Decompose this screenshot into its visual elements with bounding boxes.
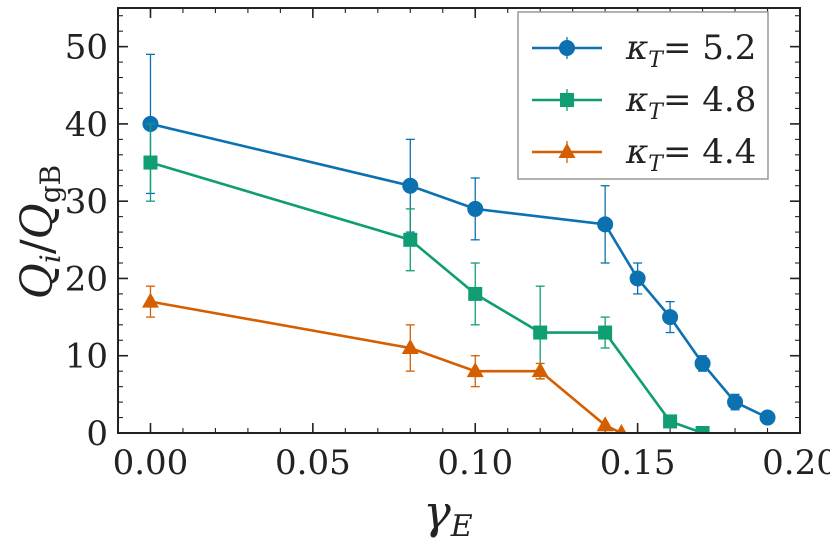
x-tick-label: 0.15	[600, 443, 676, 483]
legend-subscript: T	[648, 100, 665, 125]
y-tick-label: 0	[86, 414, 108, 454]
data-point	[629, 270, 646, 287]
legend-label: κT= 4.8	[625, 80, 756, 125]
data-point	[141, 292, 159, 308]
x-axis-title: γE	[423, 485, 473, 540]
data-point	[695, 426, 710, 433]
data-point	[403, 232, 418, 247]
data-point	[531, 362, 549, 378]
data-point	[402, 177, 419, 194]
y-tick-label: 30	[65, 182, 108, 222]
legend: κT= 5.2κT= 4.8κT= 4.4	[517, 11, 769, 180]
data-point	[598, 325, 613, 340]
legend-label: κT= 5.2	[625, 28, 756, 73]
plot-frame	[117, 7, 801, 434]
data-point	[596, 416, 614, 432]
data-point	[694, 355, 711, 372]
legend-entry: κT= 5.2	[532, 28, 756, 73]
y-axis-numerator: Q	[12, 263, 63, 299]
y-tick-label: 10	[65, 337, 108, 377]
legend-value: = 4.8	[663, 80, 756, 120]
legend-kappa: κ	[625, 80, 648, 120]
legend-marker	[560, 93, 574, 107]
legend-kappa: κ	[625, 28, 648, 68]
data-point	[466, 362, 484, 378]
data-point	[662, 309, 679, 326]
x-axis-subscript: E	[450, 509, 473, 540]
y-tick-label: 40	[65, 105, 108, 145]
y-axis-numerator-sub: i	[34, 254, 67, 263]
x-tick-label: 0.20	[762, 443, 830, 483]
series-layer	[141, 53, 776, 433]
data-point	[467, 200, 484, 217]
x-tick-label: 0.10	[437, 443, 513, 483]
data-point	[759, 409, 776, 426]
data-point	[616, 424, 627, 433]
y-tick-label: 20	[65, 259, 108, 299]
legend-subscript: T	[648, 48, 665, 73]
y-tick-label: 50	[65, 28, 108, 68]
x-tick-labels: 0.00 0.05 0.10 0.15 0.20	[113, 443, 830, 483]
legend-entry: κT= 4.8	[532, 80, 756, 125]
data-point	[727, 394, 744, 411]
data-point	[663, 414, 678, 429]
series-line	[150, 300, 622, 433]
series-0	[142, 53, 776, 426]
data-point	[468, 286, 483, 301]
y-axis-title: Qi/QgB	[12, 165, 67, 299]
data-point	[143, 155, 158, 170]
legend-label: κT= 4.4	[625, 132, 756, 177]
series-1	[143, 123, 710, 433]
legend-value: = 5.2	[663, 28, 756, 68]
legend-entry: κT= 4.4	[532, 132, 756, 177]
data-point	[401, 339, 419, 354]
series-2	[141, 285, 627, 433]
legend-marker	[559, 40, 575, 56]
series-line	[150, 161, 704, 433]
legend-marker	[558, 143, 576, 158]
x-tick-label: 0.00	[113, 443, 189, 483]
x-axis-symbol: γ	[423, 485, 451, 539]
x-tick-label: 0.05	[275, 443, 351, 483]
legend-entries: κT= 5.2κT= 4.8κT= 4.4	[532, 28, 756, 177]
legend-subscript: T	[648, 152, 665, 177]
data-point	[597, 216, 614, 233]
legend-value: = 4.4	[663, 132, 756, 172]
y-tick-labels: 0 10 20 30 40 50	[65, 28, 108, 454]
y-axis-denominator: Q	[12, 203, 63, 239]
y-axis-slash: /	[12, 239, 63, 254]
data-point	[533, 325, 548, 340]
y-axis-denominator-sub: gB	[34, 165, 67, 204]
legend-kappa: κ	[625, 132, 648, 172]
